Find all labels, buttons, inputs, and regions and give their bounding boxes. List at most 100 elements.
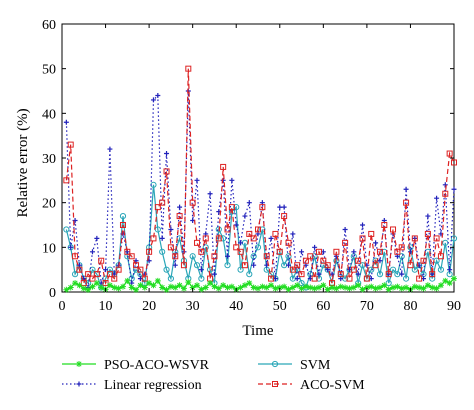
data-point-pso-aco-wsvr bbox=[446, 280, 453, 287]
data-point-aco-svm bbox=[76, 266, 83, 273]
data-point-aco-svm bbox=[442, 190, 449, 197]
data-point-pso-aco-wsvr bbox=[298, 285, 305, 292]
legend-marker-plus-icon bbox=[76, 381, 82, 387]
y-tick-label: 60 bbox=[42, 18, 56, 33]
data-point-pso-aco-wsvr bbox=[119, 283, 126, 290]
data-point-aco-svm bbox=[429, 271, 436, 278]
data-point-svm bbox=[220, 235, 227, 242]
data-point-aco-svm bbox=[398, 244, 405, 251]
y-tick-label: 40 bbox=[42, 107, 56, 122]
data-point-aco-svm bbox=[390, 226, 397, 233]
data-point-pso-aco-wsvr bbox=[302, 283, 309, 290]
data-point-linear-regression bbox=[107, 146, 113, 152]
data-point-linear-regression bbox=[233, 222, 239, 228]
series-linear-regression bbox=[63, 88, 457, 291]
data-point-svm bbox=[411, 266, 418, 273]
data-point-linear-regression bbox=[285, 262, 291, 268]
data-point-aco-svm bbox=[433, 235, 440, 242]
data-point-linear-regression bbox=[150, 97, 156, 103]
data-point-aco-svm bbox=[259, 204, 266, 211]
data-point-pso-aco-wsvr bbox=[202, 284, 209, 291]
data-point-pso-aco-wsvr bbox=[333, 285, 340, 292]
data-point-aco-svm bbox=[342, 239, 349, 246]
data-point-pso-aco-wsvr bbox=[224, 284, 231, 291]
data-point-aco-svm bbox=[185, 65, 192, 72]
data-point-aco-svm bbox=[202, 235, 209, 242]
data-point-aco-svm bbox=[89, 275, 96, 282]
data-point-pso-aco-wsvr bbox=[159, 284, 166, 291]
data-point-aco-svm bbox=[233, 244, 240, 251]
data-point-pso-aco-wsvr bbox=[420, 285, 427, 292]
data-point-linear-regression bbox=[447, 267, 453, 273]
data-point-svm bbox=[63, 226, 70, 233]
data-point-linear-regression bbox=[351, 249, 357, 255]
data-point-svm bbox=[389, 266, 397, 273]
data-point-svm bbox=[368, 266, 375, 273]
data-point-linear-regression bbox=[238, 240, 244, 246]
y-tick-label: 20 bbox=[42, 197, 56, 212]
data-point-aco-svm bbox=[263, 253, 270, 260]
data-point-linear-regression bbox=[220, 177, 226, 183]
legend-label: ACO-SVM bbox=[300, 378, 365, 393]
data-point-linear-regression bbox=[399, 271, 405, 277]
data-point-aco-svm bbox=[215, 235, 222, 242]
data-point-aco-svm bbox=[359, 235, 366, 242]
data-point-linear-regression bbox=[268, 235, 274, 241]
data-point-aco-svm bbox=[437, 253, 444, 260]
data-point-aco-svm bbox=[451, 159, 457, 166]
legend-label: Linear regression bbox=[104, 378, 202, 393]
data-point-pso-aco-wsvr bbox=[398, 285, 405, 292]
data-point-linear-regression bbox=[246, 200, 252, 206]
data-point-linear-regression bbox=[373, 240, 379, 246]
data-point-pso-aco-wsvr bbox=[72, 280, 79, 287]
data-point-linear-regression bbox=[194, 177, 200, 183]
data-point-pso-aco-wsvr bbox=[246, 280, 253, 287]
data-point-aco-svm bbox=[420, 257, 427, 264]
y-tick-label: 10 bbox=[42, 241, 56, 256]
data-point-linear-regression bbox=[294, 276, 300, 282]
data-point-pso-aco-wsvr bbox=[106, 282, 113, 289]
data-point-aco-svm bbox=[167, 244, 174, 251]
data-point-aco-svm bbox=[154, 204, 161, 211]
data-point-aco-svm bbox=[411, 235, 418, 242]
data-point-pso-aco-wsvr bbox=[137, 282, 144, 289]
data-point-aco-svm bbox=[128, 253, 135, 260]
data-point-svm bbox=[215, 226, 222, 233]
data-point-svm bbox=[206, 266, 214, 273]
data-point-linear-regression bbox=[360, 222, 366, 228]
data-point-svm bbox=[80, 275, 87, 282]
data-point-pso-aco-wsvr bbox=[385, 286, 392, 293]
data-point-aco-svm bbox=[363, 275, 370, 282]
data-point-aco-svm bbox=[424, 230, 431, 237]
data-point-pso-aco-wsvr bbox=[311, 285, 318, 292]
data-point-aco-svm bbox=[180, 262, 187, 269]
data-point-pso-aco-wsvr bbox=[307, 284, 314, 291]
data-point-pso-aco-wsvr bbox=[228, 283, 235, 290]
data-point-aco-svm bbox=[324, 262, 331, 269]
data-point-aco-svm bbox=[285, 239, 292, 246]
y-axis-title: Relative error (%) bbox=[15, 108, 31, 217]
data-point-svm bbox=[189, 253, 196, 260]
data-point-svm bbox=[320, 262, 327, 269]
legend-label: PSO-ACO-WSVR bbox=[104, 358, 210, 373]
legend-label: SVM bbox=[300, 358, 331, 373]
data-point-pso-aco-wsvr bbox=[451, 275, 457, 282]
data-point-pso-aco-wsvr bbox=[198, 286, 205, 293]
data-point-pso-aco-wsvr bbox=[281, 283, 288, 290]
x-tick-label: 90 bbox=[447, 299, 461, 314]
data-point-aco-svm bbox=[381, 222, 388, 228]
data-point-pso-aco-wsvr bbox=[167, 283, 174, 290]
data-point-svm bbox=[193, 262, 201, 269]
data-point-pso-aco-wsvr bbox=[268, 282, 275, 289]
data-point-linear-regression bbox=[225, 253, 231, 259]
data-point-aco-svm bbox=[133, 262, 140, 269]
data-point-linear-regression bbox=[63, 119, 69, 125]
data-point-pso-aco-wsvr bbox=[241, 282, 248, 289]
data-point-pso-aco-wsvr bbox=[329, 284, 336, 291]
x-axis-title: Time bbox=[242, 323, 273, 339]
data-point-pso-aco-wsvr bbox=[220, 282, 227, 289]
data-point-aco-svm bbox=[250, 235, 257, 242]
data-point-pso-aco-wsvr bbox=[376, 284, 383, 291]
data-point-pso-aco-wsvr bbox=[115, 285, 122, 292]
data-point-svm bbox=[167, 275, 174, 282]
